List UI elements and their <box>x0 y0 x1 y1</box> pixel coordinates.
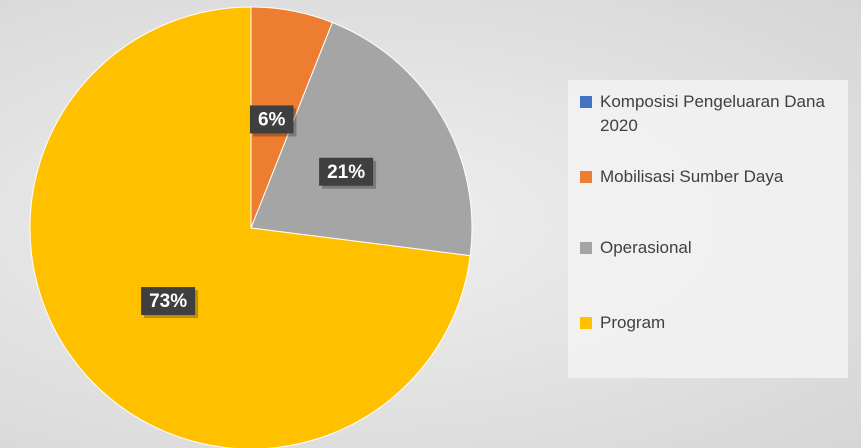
data-label-box <box>249 105 294 134</box>
data-label-text: 21% <box>327 162 365 183</box>
legend-item: Program <box>580 311 842 335</box>
legend-item: Mobilisasi Sumber Daya <box>580 165 842 189</box>
data-label: 21% <box>319 157 377 189</box>
pie-slice <box>29 6 471 448</box>
legend-swatch <box>580 242 592 254</box>
data-label: 6% <box>249 105 297 137</box>
legend-item: Operasional <box>580 236 842 260</box>
legend: Komposisi Pengeluaran Dana 2020 Mobilisas… <box>568 80 848 378</box>
data-label-text: 73% <box>149 291 187 312</box>
data-label-box <box>319 157 374 186</box>
legend-label: Operasional <box>600 238 692 257</box>
pie-slice <box>250 21 473 257</box>
data-label-box <box>141 287 196 316</box>
legend-label: Mobilisasi Sumber Daya <box>600 167 784 186</box>
legend-swatch <box>580 171 592 183</box>
legend-label: Komposisi Pengeluaran Dana 2020 <box>600 92 825 135</box>
legend-item: Komposisi Pengeluaran Dana 2020 <box>580 90 842 138</box>
legend-label: Program <box>600 313 666 332</box>
data-label: 73% <box>141 287 199 319</box>
legend-swatch <box>580 317 592 329</box>
legend-swatch <box>580 96 592 108</box>
data-label-text: 6% <box>258 109 286 130</box>
